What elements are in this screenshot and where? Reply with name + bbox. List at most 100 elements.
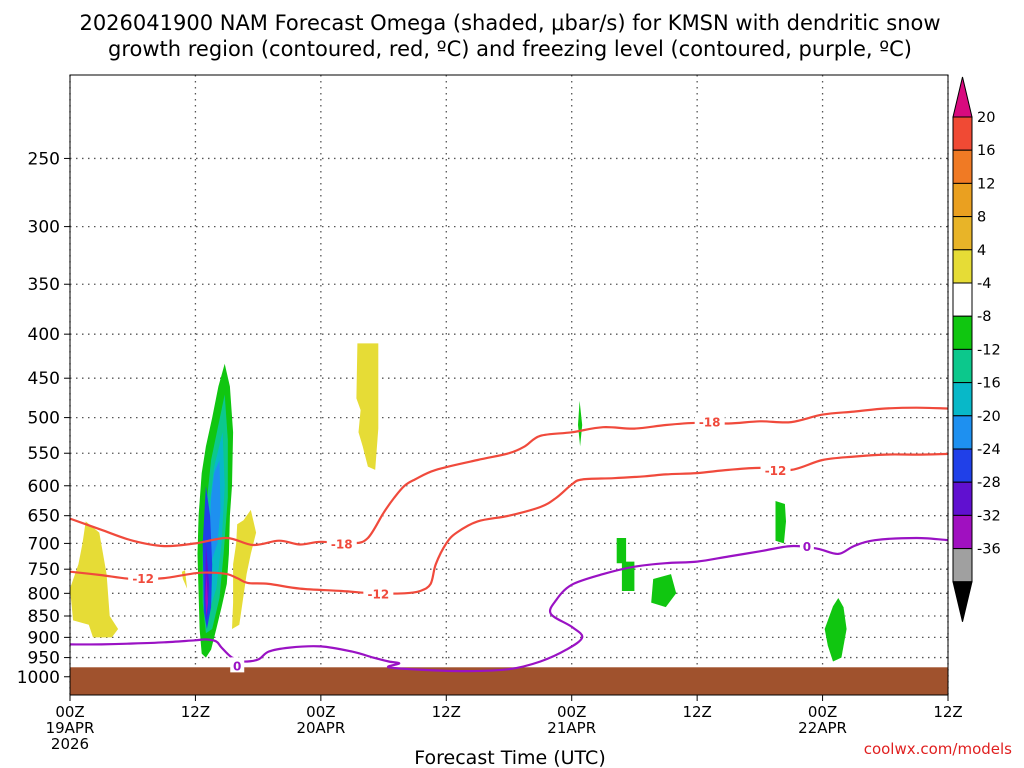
colorbar-segment <box>952 448 973 483</box>
contour-lines <box>70 406 948 673</box>
contour-labels: -18 -18 -12 -12 -12 0 0 <box>128 413 814 673</box>
omega-region <box>209 460 221 560</box>
contour-label: -12 <box>765 464 787 478</box>
y-tick-label: 550 <box>28 444 60 464</box>
contour-freezing-level-0 <box>70 536 948 673</box>
omega-region <box>616 538 635 591</box>
y-tick-label: 300 <box>28 218 60 238</box>
colorbar-label: -12 <box>977 342 1001 358</box>
colorbar-segment <box>952 514 973 550</box>
colorbar-label: 8 <box>977 210 986 226</box>
contour-label-bg <box>760 461 791 477</box>
colorbar-segment <box>952 182 973 218</box>
omega-region <box>205 574 208 616</box>
omega-region <box>356 343 379 470</box>
chart-title-line1: 2026041900 NAM Forecast Omega (shaded, μ… <box>79 11 940 35</box>
colorbar-segment <box>952 348 973 384</box>
y-tick-label: 450 <box>28 369 60 389</box>
colorbar: 20 16 12 8 4 -4 -8 -12 -16 -20 -24 -28 -32 -36 <box>952 76 1001 622</box>
y-tick-label: 950 <box>28 649 60 669</box>
y-tick-label: 250 <box>28 149 60 169</box>
contour-temperature--18 <box>70 406 948 548</box>
colorbar-segment <box>952 216 973 251</box>
colorbar-label: -4 <box>977 276 991 292</box>
colorbar-label: -36 <box>977 542 1001 558</box>
x-tick-label: 00Z <box>306 703 335 721</box>
y-tick-label: 850 <box>28 607 60 627</box>
colorbar-label: 4 <box>977 243 986 259</box>
x-tick-label: 12Z <box>181 703 210 721</box>
colorbar-label: -24 <box>977 442 1001 458</box>
colorbar-arrow-bottom <box>952 581 973 622</box>
x-tick-label: 00Z <box>557 703 586 721</box>
y-tick-label: 900 <box>28 628 60 648</box>
x-tick-label: 00Z <box>55 703 84 721</box>
y-tick-label: 800 <box>28 584 60 604</box>
contour-label-bg <box>230 657 245 673</box>
contour-label: -12 <box>132 572 154 586</box>
colorbar-segment <box>952 149 973 184</box>
colorbar-label: -16 <box>977 376 1001 392</box>
colorbar-segment <box>952 116 973 151</box>
colorbar-segment <box>952 481 973 516</box>
y-tick-label: 600 <box>28 477 60 497</box>
contour-label: 0 <box>803 540 811 554</box>
contour-label-bg <box>799 538 814 554</box>
contour-label: 0 <box>233 659 241 673</box>
omega-region <box>775 501 786 544</box>
contour-label: -18 <box>331 537 353 551</box>
omega-region <box>824 598 847 662</box>
colorbar-arrow-top <box>952 76 973 118</box>
terrain-ground <box>70 667 948 695</box>
x-axis-label: Forecast Time (UTC) <box>414 747 605 768</box>
x-tick-label: 00Z <box>808 703 837 721</box>
y-tick-label: 700 <box>28 534 60 554</box>
omega-region <box>651 574 677 608</box>
omega-region <box>181 570 188 589</box>
colorbar-segment <box>952 548 973 583</box>
x-tick-label: 12Z <box>933 703 962 721</box>
contour-label-bg <box>363 585 394 601</box>
colorbar-label: 12 <box>977 176 995 192</box>
x-tick-label: 12Z <box>682 703 711 721</box>
colorbar-label: -8 <box>977 309 991 325</box>
omega-shading <box>70 343 847 662</box>
y-tick-label: 1000 <box>17 668 60 688</box>
y-tick-label: 500 <box>28 409 60 429</box>
contour-temperature--12 <box>70 452 948 595</box>
omega-region <box>578 400 583 447</box>
colorbar-label: -28 <box>977 475 1001 491</box>
y-axis-ticks: 2503003504004505005506006507007508008509… <box>17 149 70 688</box>
colorbar-segment <box>952 249 973 284</box>
credit-text: coolwx.com/models <box>864 740 1012 758</box>
x-tick-label: 12Z <box>432 703 461 721</box>
y-tick-label: 750 <box>28 560 60 580</box>
x-tick-label: 22APR <box>798 719 847 737</box>
terrain-band <box>70 667 948 695</box>
colorbar-label: 20 <box>977 110 995 126</box>
colorbar-segment <box>952 382 973 417</box>
chart-title-line2: growth region (contoured, red, ºC) and f… <box>108 37 912 61</box>
colorbar-label: -20 <box>977 409 1001 425</box>
contour-label-bg <box>694 413 725 429</box>
x-tick-label: 20APR <box>296 719 345 737</box>
omega-region <box>232 509 257 629</box>
colorbar-segment <box>952 315 973 350</box>
y-tick-label: 650 <box>28 507 60 527</box>
colorbar-segment <box>952 282 973 317</box>
colorbar-label: -32 <box>977 508 1001 524</box>
omega-region <box>70 521 119 638</box>
contour-label-bg <box>128 570 159 586</box>
plot-frame <box>69 74 949 696</box>
contour-label: -12 <box>368 587 390 601</box>
y-tick-label: 400 <box>28 325 60 345</box>
colorbar-segment <box>952 415 973 450</box>
x-tick-label: 21APR <box>547 719 596 737</box>
contour-label: -18 <box>699 415 721 429</box>
x-tick-label: 2026 <box>51 735 89 753</box>
y-tick-label: 350 <box>28 275 60 295</box>
x-tick-label: 19APR <box>46 719 95 737</box>
colorbar-label: 16 <box>977 143 995 159</box>
